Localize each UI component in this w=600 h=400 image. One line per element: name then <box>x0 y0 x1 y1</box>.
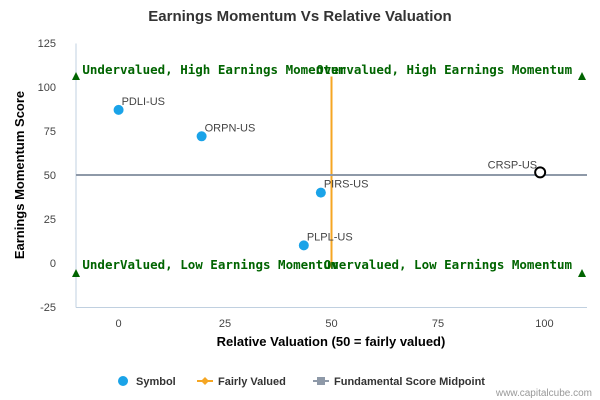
y-tick-label: 50 <box>44 170 56 182</box>
data-point-label: PIRS-US <box>324 179 369 191</box>
data-point <box>113 104 124 115</box>
x-axis-label: Relative Valuation (50 = fairly valued) <box>217 334 446 349</box>
legend-swatch-midpoint-marker <box>317 377 325 385</box>
y-tick-label: 125 <box>38 38 56 50</box>
data-point <box>196 131 207 142</box>
y-tick-labels: -25 0 25 50 75 100 125 <box>38 38 56 314</box>
x-tick-label: 75 <box>432 318 444 330</box>
y-tick-label: 100 <box>38 82 56 94</box>
data-point-label: CRSP-US <box>488 159 538 171</box>
credit-text: www.capitalcube.com <box>495 388 592 399</box>
data-point-label: ORPN-US <box>205 122 256 134</box>
data-point <box>315 187 326 198</box>
data-point-label: PLPL-US <box>307 231 353 243</box>
x-tick-labels: 0 25 50 75 100 <box>116 318 554 330</box>
x-tick-label: 25 <box>219 318 231 330</box>
quadrant-marker-icon <box>72 72 80 80</box>
quadrant-labels: Undervalued, High Earnings MomentumOverv… <box>72 62 586 277</box>
x-tick-label: 50 <box>325 318 337 330</box>
data-point <box>298 240 309 251</box>
data-point-label: PDLI-US <box>122 96 165 108</box>
data-points: PDLI-US ORPN-US PIRS-US PLPL-US CRSP-US <box>113 96 547 251</box>
quadrant-label-bottom-right: Overvalued, Low Earnings Momentum <box>324 257 573 272</box>
legend-swatch-symbol <box>118 376 128 386</box>
y-tick-label: 25 <box>44 214 56 226</box>
y-axis-label: Earnings Momentum Score <box>12 91 27 259</box>
reference-lines <box>76 76 587 269</box>
legend-label: Fundamental Score Midpoint <box>334 376 485 388</box>
x-tick-label: 100 <box>535 318 553 330</box>
y-tick-label: 0 <box>50 258 56 270</box>
legend-label: Fairly Valued <box>218 376 286 388</box>
quadrant-label-top-left: Undervalued, High Earnings Momentum <box>82 62 346 77</box>
quadrant-marker-icon <box>72 269 80 277</box>
data-point <box>534 166 547 179</box>
chart-title: Earnings Momentum Vs Relative Valuation <box>148 8 451 25</box>
y-tick-label: -25 <box>40 302 56 314</box>
quadrant-marker-icon <box>578 72 586 80</box>
y-tick-label: 75 <box>44 126 56 138</box>
legend-label: Symbol <box>136 376 176 388</box>
x-tick-label: 0 <box>116 318 122 330</box>
quadrant-label-top-right: Overvalued, High Earnings Momentum <box>316 62 572 77</box>
quadrant-marker-icon <box>578 269 586 277</box>
quadrant-label-bottom-left: UnderValued, Low Earnings Momentum <box>82 257 338 272</box>
legend: Symbol Fairly Valued Fundamental Score Mid… <box>118 376 485 388</box>
legend-swatch-fairly-valued-marker <box>201 377 209 385</box>
